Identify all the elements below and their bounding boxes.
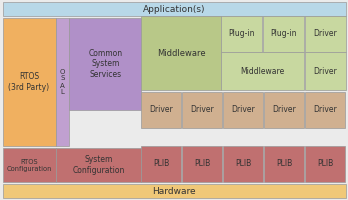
FancyBboxPatch shape — [221, 16, 262, 52]
Text: PLIB: PLIB — [276, 160, 292, 168]
FancyBboxPatch shape — [305, 16, 346, 52]
FancyBboxPatch shape — [305, 52, 346, 90]
Text: Hardware: Hardware — [152, 186, 196, 196]
FancyBboxPatch shape — [141, 16, 221, 90]
FancyBboxPatch shape — [141, 146, 181, 182]
FancyBboxPatch shape — [223, 146, 263, 182]
FancyBboxPatch shape — [2, 18, 55, 146]
FancyBboxPatch shape — [182, 92, 222, 128]
FancyBboxPatch shape — [2, 148, 55, 182]
FancyBboxPatch shape — [264, 92, 304, 128]
FancyBboxPatch shape — [2, 184, 346, 198]
Text: O
S
A
L: O S A L — [60, 68, 65, 96]
Text: RTOS
(3rd Party): RTOS (3rd Party) — [8, 72, 50, 92]
Text: Common
System
Services: Common System Services — [88, 49, 122, 79]
Text: Driver: Driver — [314, 66, 338, 75]
Text: Middleware: Middleware — [240, 66, 285, 75]
Text: PLIB: PLIB — [235, 160, 251, 168]
FancyBboxPatch shape — [263, 16, 304, 52]
FancyBboxPatch shape — [221, 52, 304, 90]
Text: PLIB: PLIB — [317, 160, 333, 168]
Text: Plug-in: Plug-in — [270, 29, 297, 38]
Text: PLIB: PLIB — [194, 160, 211, 168]
Text: System
Configuration: System Configuration — [72, 155, 125, 175]
Text: Driver: Driver — [272, 106, 296, 114]
FancyBboxPatch shape — [55, 18, 70, 146]
Text: Driver: Driver — [190, 106, 214, 114]
FancyBboxPatch shape — [264, 146, 304, 182]
Text: Middleware: Middleware — [157, 48, 206, 58]
Text: PLIB: PLIB — [153, 160, 169, 168]
FancyBboxPatch shape — [305, 92, 345, 128]
FancyBboxPatch shape — [2, 2, 346, 16]
FancyBboxPatch shape — [70, 18, 141, 110]
Text: Driver: Driver — [231, 106, 255, 114]
FancyBboxPatch shape — [55, 148, 141, 182]
Text: Plug-in: Plug-in — [228, 29, 255, 38]
Text: Driver: Driver — [314, 29, 338, 38]
FancyBboxPatch shape — [141, 92, 181, 128]
Text: Driver: Driver — [313, 106, 337, 114]
Text: RTOS
Configuration: RTOS Configuration — [6, 158, 52, 171]
FancyBboxPatch shape — [223, 92, 263, 128]
FancyBboxPatch shape — [305, 146, 345, 182]
FancyBboxPatch shape — [182, 146, 222, 182]
Text: Application(s): Application(s) — [143, 4, 206, 14]
Text: Driver: Driver — [149, 106, 173, 114]
